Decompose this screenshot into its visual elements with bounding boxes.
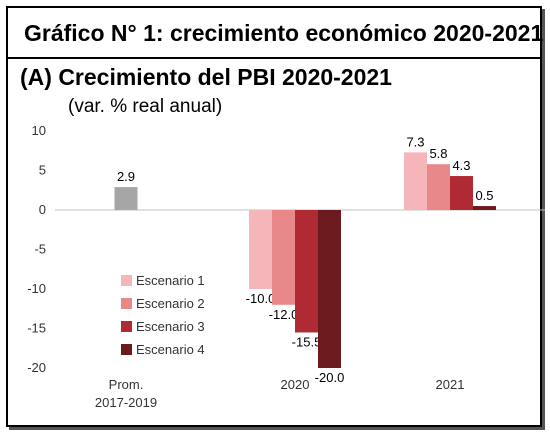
legend-label: Escenario 1 [136,273,205,288]
bar-prom [114,187,138,210]
panel-subtitle: (var. % real anual) [68,96,223,117]
y-tick-label: -15 [27,321,46,336]
data-label: 5.8 [429,146,447,161]
y-tick-label: -10 [27,281,46,296]
bar-escenario-2 [427,164,450,210]
data-label: 0.5 [475,188,493,203]
y-tick-label: -20 [27,360,46,375]
bar-escenario-4 [318,210,341,368]
data-label: -10.0 [246,291,276,306]
legend-swatch [121,321,132,332]
bar-escenario-1 [404,152,427,210]
bar-escenario-2 [272,210,295,305]
y-tick-label: 0 [39,202,46,217]
bar-escenario-3 [450,176,473,210]
data-label: 4.3 [452,158,470,173]
legend-label: Escenario 3 [136,319,205,334]
y-tick-label: -5 [34,242,46,257]
legend-swatch [121,298,132,309]
legend-label: Escenario 2 [136,296,205,311]
x-tick-label: 2021 [436,377,465,392]
figure-title: Gráfico N° 1: crecimiento económico 2020… [24,20,544,46]
y-tick-label: 10 [32,123,46,138]
data-label-prom: 2.9 [117,169,135,184]
legend-swatch [121,344,132,355]
bar-escenario-4 [473,206,496,210]
legend-swatch [121,275,132,286]
data-label: -12.0 [269,307,299,322]
x-tick-label: 2020 [281,377,310,392]
bar-escenario-1 [249,210,272,289]
y-tick-label: 5 [39,163,46,178]
data-label: 7.3 [406,134,424,149]
data-label: -15.5 [292,334,322,349]
legend-label: Escenario 4 [136,342,205,357]
data-label: -20.0 [315,370,345,385]
panel-title: (A) Crecimiento del PBI 2020-2021 [20,64,392,90]
bar-escenario-3 [295,210,318,333]
x-tick-label: Prom. [109,377,144,392]
x-tick-label: 2017-2019 [95,395,157,410]
figure-header: Gráfico N° 1: crecimiento económico 2020… [6,6,544,59]
